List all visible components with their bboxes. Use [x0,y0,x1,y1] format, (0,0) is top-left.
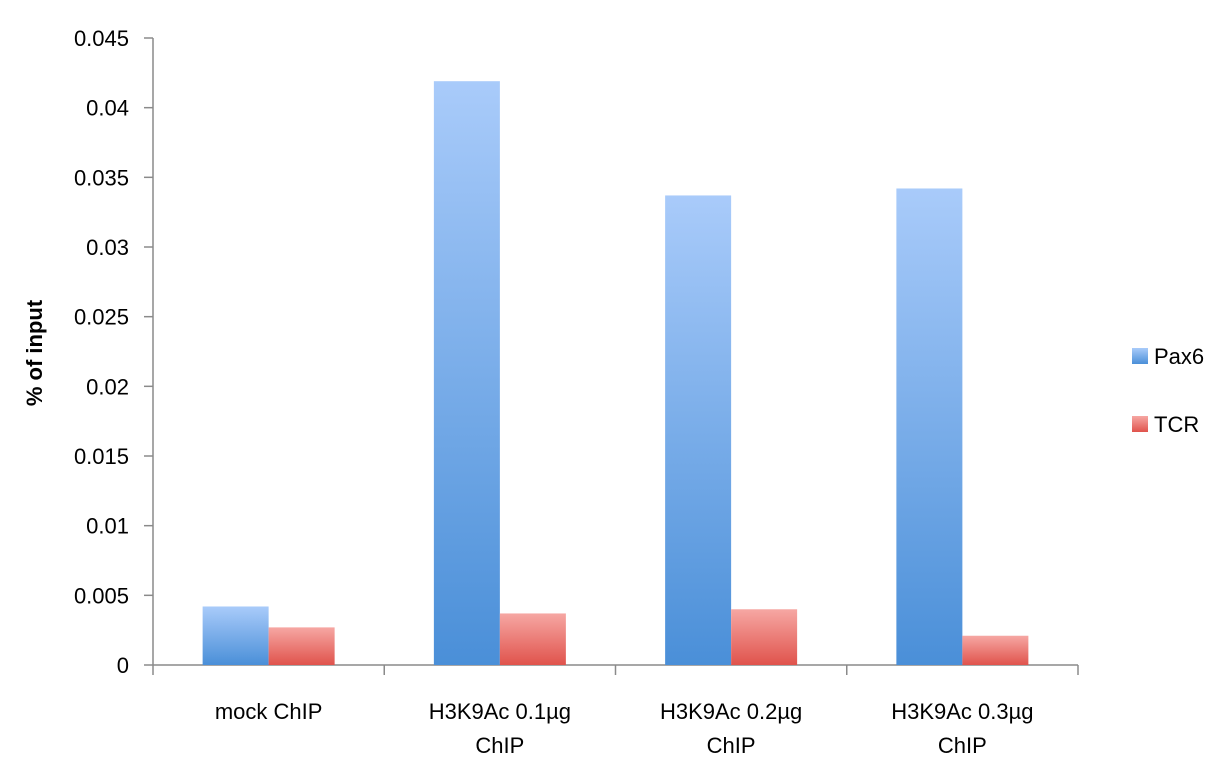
legend-swatch-tcr [1132,416,1148,432]
bar-tcr-3 [962,635,1029,665]
y-tick-label: 0.02 [86,374,129,399]
x-category-label: ChIP [475,733,524,758]
legend-label-pax6: Pax6 [1154,344,1204,369]
bar-pax6-3 [896,188,963,666]
bar-pax6-2 [665,195,732,666]
x-category-label: ChIP [938,733,987,758]
y-tick-label: 0.005 [74,583,129,608]
y-axis-title: % of input [22,299,47,406]
y-axis-ticks: 0 0.005 0.01 0.015 0.02 0.025 0.03 0.035 0.04 0.0… [74,26,153,678]
y-tick-label: 0.04 [86,96,129,121]
bar-pax6-1 [433,81,500,665]
x-category-label: H3K9Ac 0.3µg [891,699,1033,724]
x-category-label: mock ChIP [215,699,323,724]
x-category-label: H3K9Ac 0.1µg [429,699,571,724]
y-tick-label: 0.015 [74,444,129,469]
x-axis-labels: mock ChIP H3K9Ac 0.1µg ChIP H3K9Ac 0.2µg ChI… [215,699,1034,758]
bars [202,81,1029,666]
bar-tcr-2 [731,609,798,665]
y-tick-label: 0.025 [74,305,129,330]
y-tick-label: 0.045 [74,26,129,51]
bar-tcr-1 [499,613,566,665]
y-tick-label: 0.01 [86,514,129,539]
legend-swatch-pax6 [1132,348,1148,364]
bar-pax6-0 [202,606,269,665]
legend: Pax6 TCR [1132,344,1204,437]
x-category-label: ChIP [707,733,756,758]
y-tick-label: 0 [117,653,129,678]
bar-tcr-0 [268,627,335,665]
legend-label-tcr: TCR [1154,412,1199,437]
y-tick-label: 0.03 [86,235,129,260]
x-category-label: H3K9Ac 0.2µg [660,699,802,724]
y-tick-label: 0.035 [74,165,129,190]
